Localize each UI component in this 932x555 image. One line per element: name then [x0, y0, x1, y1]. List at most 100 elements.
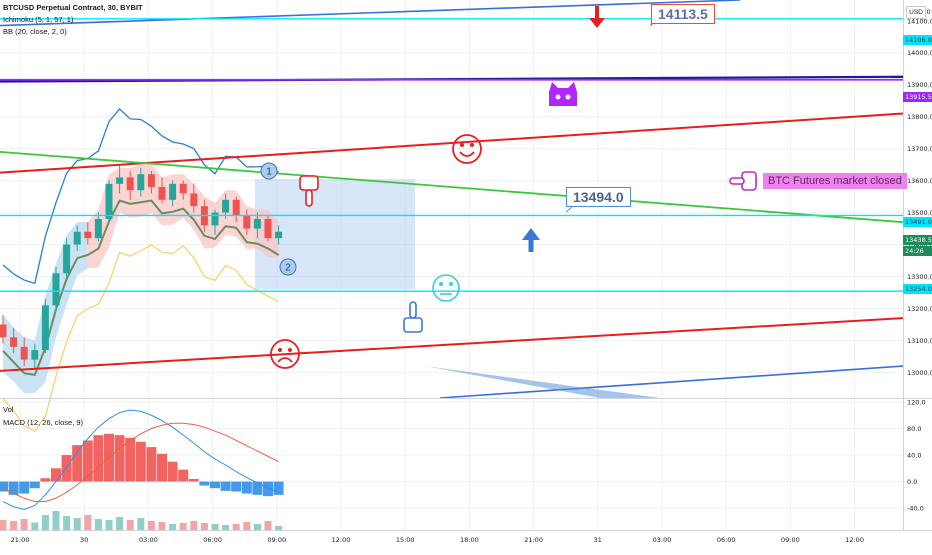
candle-body [105, 183, 113, 219]
ichimoku-kumo-bear [87, 164, 279, 269]
currency-button[interactable]: USD [906, 6, 926, 19]
cat-face-icon [549, 82, 577, 106]
bar-countdown: 24:26 [903, 246, 932, 256]
fan-wedge [425, 366, 660, 398]
price-callout-top[interactable]: 14113.5 [651, 4, 715, 24]
macd-tick-label: 40.0 [907, 452, 921, 460]
time-tick-label: 06:00 [203, 536, 222, 544]
volume-bar [200, 523, 208, 530]
volume-bar [190, 521, 198, 530]
price-tick-label: 13500.0 [907, 209, 932, 217]
candle-body [0, 324, 7, 338]
macd-histogram-bar [61, 455, 72, 482]
pointing-hand-left-icon [729, 171, 757, 191]
price-tick-label: 13400.0 [907, 241, 932, 249]
candle-body [116, 177, 124, 184]
time-tick-label: 21:00 [524, 536, 543, 544]
macd-histogram-bar [29, 481, 40, 489]
price-tag-cyan-mid: 13491.0 [903, 217, 932, 227]
volume-bar [105, 520, 113, 530]
price-tick-label: 14000.0 [907, 49, 932, 57]
ichimoku-cloud [3, 164, 279, 394]
price-tag-cyan-top: 14106.0 [903, 35, 932, 45]
volume-bar [169, 524, 177, 530]
macd-histogram-bar [0, 481, 8, 492]
last-price-tag: 13438.5 [903, 235, 932, 245]
macd-histogram-bar [231, 481, 242, 492]
volume-bar [20, 519, 28, 530]
macd-histogram-bar [135, 441, 146, 482]
macd-histogram-bar [157, 453, 167, 482]
macd-line [2, 409, 279, 510]
candle-body [169, 183, 177, 200]
emoji-annotations[interactable] [270, 6, 757, 369]
volume-bar [137, 518, 145, 530]
macd-legend[interactable]: MACD (12, 26, close, 9) [3, 418, 84, 427]
macd-histogram-bar [8, 481, 19, 495]
candle-body [179, 183, 187, 194]
volume-bar [73, 518, 81, 530]
price-tick-label: 14100.0 [907, 17, 932, 25]
volume-bar [52, 511, 60, 530]
market-closed-note[interactable]: BTC Futures market closed [763, 173, 907, 189]
drawing-layer[interactable]: 12 [0, 0, 904, 399]
macd-pane [0, 409, 284, 510]
time-tick-label: 31 [594, 536, 602, 544]
trendline-green [0, 150, 904, 224]
macd-histogram-bar [93, 435, 104, 482]
price-tag-purple: 13915.5 [903, 92, 932, 102]
time-tick-label: 09:00 [267, 536, 286, 544]
price-tick-label: 13900.0 [907, 81, 932, 89]
volume-bar [275, 526, 283, 530]
macd-histogram-bar [273, 481, 284, 495]
time-tick-label: 03:00 [139, 536, 158, 544]
price-callout-mid[interactable]: 13494.0 [566, 187, 631, 207]
bb-legend[interactable]: BB (20, close, 2, 0) [3, 27, 67, 36]
candle-body [232, 199, 240, 216]
price-tick-label: 13800.0 [907, 113, 932, 121]
price-tick-label: 13100.0 [907, 337, 932, 345]
marker-bubble [279, 258, 297, 276]
macd-histogram-bar [178, 469, 189, 482]
macd-histogram-bar [188, 478, 199, 482]
candle-body [264, 218, 272, 239]
smiley-happy-icon [452, 134, 482, 164]
macd-histogram-bar [72, 445, 83, 482]
candle-body [31, 350, 39, 360]
candle-body [94, 218, 102, 239]
price-tag-cyan-low: 13254.0 [903, 284, 932, 294]
symbol-title[interactable]: BTCUSD Perpetual Contract, 30, BYBIT [3, 3, 143, 12]
candle-body [20, 346, 28, 360]
candle-body [253, 218, 261, 229]
volume-bar [158, 522, 166, 530]
candle-body [222, 199, 230, 213]
volume-bar [253, 524, 261, 530]
time-tick-label: 15:00 [396, 536, 415, 544]
ichimoku-legend[interactable]: Ichimoku (5, 1, 57, 1) [3, 15, 74, 24]
candle-body [211, 212, 219, 226]
macd-histogram-bar [167, 461, 178, 482]
time-tick-label: 09:00 [781, 536, 800, 544]
trendline-top [0, 0, 741, 27]
volume-bar [10, 521, 18, 530]
candle-body [126, 177, 134, 191]
macd-histogram-bar [146, 447, 157, 482]
macd-histogram-bar [125, 437, 136, 482]
candle-body [275, 231, 283, 239]
callout-pointer-mid [565, 206, 573, 213]
pointing-hand-up-icon [403, 301, 423, 333]
volume-legend[interactable]: Vol [3, 405, 14, 414]
macd-histogram-bar [241, 481, 252, 494]
candle-body [243, 215, 251, 229]
price-tick-label: 13000.0 [907, 369, 932, 377]
bb-basis [2, 199, 280, 376]
volume-bar [0, 520, 7, 530]
candle-body [158, 187, 166, 200]
volume-bar [94, 519, 102, 530]
time-tick-label: 06:00 [717, 536, 736, 544]
volume-bar [222, 525, 230, 530]
candle-series[interactable] [0, 164, 283, 370]
volume-bar [31, 522, 39, 530]
